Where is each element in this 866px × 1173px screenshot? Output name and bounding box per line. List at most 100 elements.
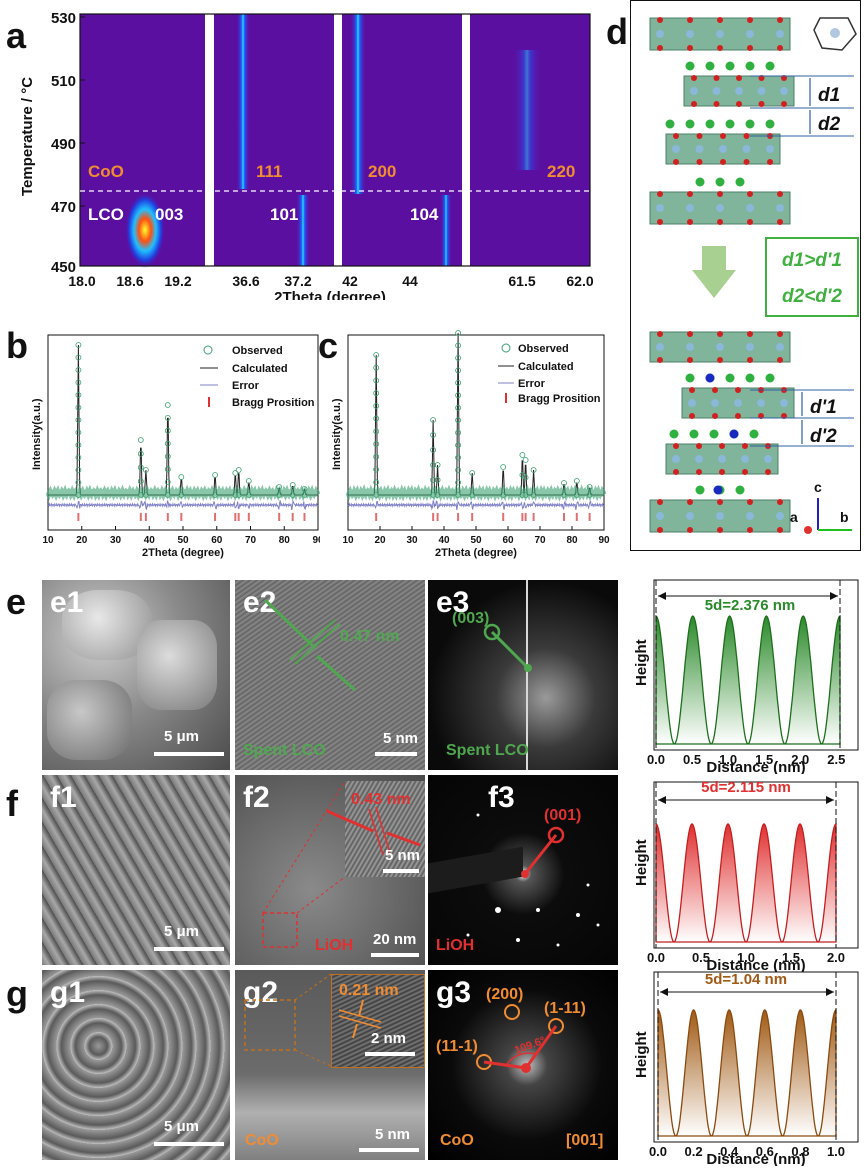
- o-atom: [747, 527, 753, 533]
- profile-xtick: 1.5: [755, 752, 773, 767]
- scale-text-e2: 5 nm: [383, 730, 419, 747]
- label-d1-prime: d'1: [810, 397, 837, 418]
- legend-observed: Observed: [232, 345, 283, 357]
- co-atom: [716, 30, 724, 38]
- observed-point: [164, 415, 171, 421]
- observed-point: [373, 415, 380, 422]
- legend-calculated: Calculated: [232, 363, 288, 375]
- xtick: 80: [566, 535, 578, 546]
- co-atom: [716, 204, 724, 212]
- o-atom: [758, 101, 765, 107]
- panel-label-a: a: [6, 15, 27, 56]
- observed-point: [235, 492, 242, 498]
- observed-point: [430, 462, 436, 468]
- sem-image-g1: g1 5 μm: [42, 970, 230, 1160]
- ytick-470: 470: [51, 199, 76, 216]
- observed-point: [245, 492, 252, 498]
- li-atom: [745, 61, 755, 71]
- o-atom: [767, 159, 773, 165]
- profile-ylabel-g: Height: [633, 1031, 650, 1078]
- xtick: 62.0: [566, 273, 593, 289]
- xtick: 70: [245, 535, 257, 546]
- observed-point: [469, 492, 476, 498]
- co-atom: [746, 512, 754, 520]
- observed-point: [469, 470, 476, 476]
- observed-points: [75, 342, 308, 498]
- observed-point: [455, 354, 462, 361]
- fft-image-g3: g3 109.6° (200) (1-11) (11-1) CoO [001]: [428, 970, 618, 1160]
- profile-xlabel-f: Distance (nm): [706, 957, 805, 972]
- xtick: 18.6: [116, 273, 143, 289]
- scale-bar-inset-g2: [365, 1052, 415, 1056]
- legend-bragg: Bragg Prosition: [232, 397, 315, 409]
- caption-e3: Spent LCO: [446, 742, 529, 759]
- observed-point: [500, 492, 507, 498]
- fft-image-e3: e3 (003) Spent LCO: [428, 580, 618, 770]
- li-atom: [725, 119, 735, 129]
- profile-xtick: 1.0: [719, 752, 737, 767]
- co-atom: [746, 343, 754, 351]
- ytick-450: 450: [51, 259, 76, 276]
- legend-error: Error: [518, 378, 546, 390]
- o-atom: [713, 101, 720, 107]
- li-atom: [709, 429, 719, 439]
- peak-101-streak: [296, 195, 310, 266]
- co-atom: [686, 512, 694, 520]
- observed-point: [212, 492, 219, 498]
- observed-point: [373, 390, 380, 397]
- o-atom: [743, 133, 750, 139]
- label-200: 200: [368, 162, 396, 181]
- li-atom: [685, 61, 695, 71]
- xtick: 80: [279, 535, 291, 546]
- xtick: 40: [438, 535, 450, 546]
- o-atom: [717, 331, 723, 337]
- hkl-f3: (001): [544, 807, 582, 824]
- co-atom: [735, 87, 743, 95]
- profile-xtick: 0.0: [649, 1144, 667, 1159]
- panel-a-ylabel: Temperature / °C: [19, 77, 36, 196]
- co-atom: [656, 204, 664, 212]
- co-atom: [742, 145, 751, 153]
- calculated-line: [348, 332, 604, 496]
- caption-f3: LiOH: [436, 937, 475, 954]
- o-atom: [735, 387, 741, 393]
- profile-xlabel-e: Distance (nm): [706, 759, 805, 774]
- scale-bar-e2: [375, 752, 417, 756]
- observed-point: [522, 492, 529, 498]
- label-d2: d2: [818, 114, 841, 135]
- observed-point: [164, 440, 171, 447]
- co-atom: [672, 455, 680, 463]
- observed-point: [373, 441, 380, 447]
- label-101: 101: [270, 205, 298, 224]
- observed-point: [178, 492, 185, 498]
- observed-point: [75, 354, 82, 361]
- peak-003: [125, 192, 165, 268]
- observed-point: [75, 404, 82, 411]
- observed-point: [75, 392, 82, 398]
- o-atom: [747, 357, 753, 363]
- o-atom: [777, 357, 783, 363]
- observed-point: [137, 450, 144, 457]
- axis-b: b: [840, 509, 849, 525]
- li-atom: [725, 61, 735, 71]
- observed-point: [75, 467, 82, 473]
- observed-point: [75, 479, 82, 486]
- o-atom: [717, 527, 723, 533]
- profile-xtick: 2.5: [827, 752, 845, 767]
- profile-curve-e: [655, 614, 841, 745]
- li-atom: [685, 373, 695, 383]
- observed-point: [301, 486, 308, 492]
- o-atom: [696, 159, 703, 165]
- observed-point: [530, 467, 537, 473]
- observed-point: [212, 472, 219, 478]
- observed-point: [289, 492, 296, 498]
- xtick: 36.6: [232, 273, 259, 289]
- observed-point: [143, 467, 149, 473]
- hkl-e3: (003): [452, 610, 490, 627]
- profile-curve-f: [655, 822, 837, 943]
- profile-xtick: 0.2: [685, 1144, 703, 1159]
- profile-xtick: 0.6: [756, 1144, 774, 1159]
- profile-curve-g: [657, 1008, 837, 1137]
- axis-a: a: [790, 509, 798, 525]
- xtick: 10: [342, 535, 354, 546]
